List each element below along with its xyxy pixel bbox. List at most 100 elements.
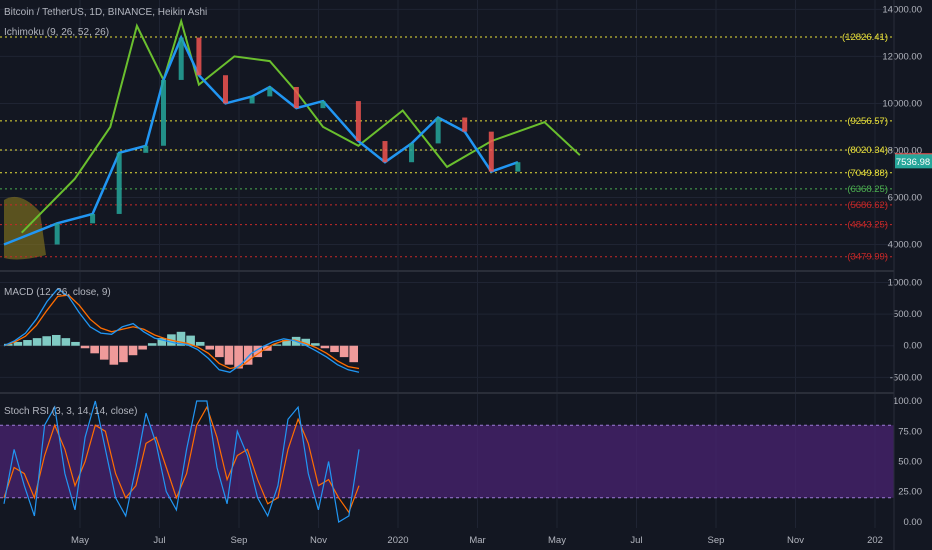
macd-histogram-bar (282, 340, 291, 346)
macd-histogram-bar (224, 345, 234, 365)
heikin-ashi-candle (293, 86, 299, 109)
fib-level-label: (7049.88) (847, 168, 888, 179)
macd-histogram-bar (330, 345, 339, 353)
time-tick-label: May (71, 535, 89, 546)
macd-histogram-bar (51, 334, 61, 346)
price-tick-label: 6000.00 (888, 192, 922, 203)
heikin-ashi-candle (178, 37, 184, 80)
fib-level-label: (8020.34) (847, 145, 888, 156)
stoch-tick-label: 75.00 (898, 426, 922, 437)
heikin-ashi-candle (196, 37, 202, 76)
heikin-ashi-candle (320, 101, 326, 109)
price-badge-label: 7536.98 (896, 157, 930, 168)
stoch-d-line (3, 405, 360, 514)
time-axis[interactable]: May Jul Sep Nov 2020 Mar May Jul Sep Nov 202 (71, 535, 883, 546)
fib-level-label: (5686.62) (847, 200, 888, 211)
macd-histogram-bar (90, 345, 99, 354)
macd-histogram-bar (272, 344, 282, 346)
macd-histogram-bar (176, 331, 186, 346)
macd-histogram-bar (71, 341, 80, 346)
fib-level-label: (9256.57) (847, 116, 888, 127)
time-tick-label: 202 (867, 535, 883, 546)
price-tick-label: 4000.00 (888, 239, 922, 250)
price-badge (895, 154, 932, 169)
macd-histogram-bar (253, 345, 263, 358)
macd-tick-label: 500.00 (893, 309, 922, 320)
time-tick-label: Jul (630, 535, 642, 546)
price-tick-label: 10000.00 (882, 98, 922, 109)
stoch-rsi-panel (0, 400, 894, 523)
heikin-ashi-candle (488, 131, 494, 172)
heikin-ashi-candle (90, 213, 96, 224)
macd-tick-label: 0.00 (904, 341, 923, 352)
stoch-tick-label: 50.00 (898, 457, 922, 468)
heikin-ashi-candle (409, 143, 415, 163)
time-tick-label: Jul (153, 535, 165, 546)
macd-histogram-bar (109, 345, 119, 365)
macd-tick-label: -500.00 (890, 372, 922, 383)
macd-histogram-bar (205, 345, 215, 350)
time-tick-label: Nov (787, 535, 804, 546)
macd-histogram-bar (42, 336, 51, 346)
macd-histogram-bar (195, 341, 205, 346)
macd-histogram-bar (349, 345, 358, 363)
macd-histogram-bar (138, 345, 147, 350)
ichimoku-line (20, 17, 581, 234)
heikin-ashi-candle (116, 152, 122, 214)
macd-histogram-bar (157, 338, 167, 346)
macd-histogram-bar (128, 345, 138, 356)
heikin-ashi-candle (143, 145, 149, 153)
macd-histogram-bar (186, 335, 195, 346)
macd-histogram-bar (339, 345, 349, 358)
macd-histogram-bar (147, 343, 157, 346)
price-line (3, 34, 519, 246)
fib-level-label: (3479.99) (847, 252, 888, 263)
time-tick-label: Nov (310, 535, 327, 546)
macd-legend[interactable]: MACD (12, 26, close, 9) (4, 287, 111, 298)
time-tick-label: Sep (231, 535, 248, 546)
heikin-ashi-candle (160, 79, 166, 146)
macd-tick-label: 1000.00 (888, 277, 922, 288)
macd-line (3, 287, 360, 373)
macd-histogram-bar (243, 345, 253, 365)
time-tick-label: 2020 (387, 535, 408, 546)
stoch-tick-label: 100.00 (893, 396, 922, 407)
stoch-k-line (3, 400, 360, 523)
macd-panel (3, 287, 360, 373)
stoch-tick-label: 25.00 (898, 487, 922, 498)
heikin-ashi-candle (249, 96, 255, 104)
stoch-rsi-legend[interactable]: Stoch RSI (3, 3, 14, 14, close) (4, 406, 138, 417)
macd-histogram-bar (32, 338, 42, 346)
macd-histogram-bar (13, 341, 23, 346)
symbol-title[interactable]: Bitcoin / TetherUS, 1D, BINANCE, Heikin … (4, 7, 208, 18)
price-tick-label: 14000.00 (882, 4, 922, 15)
fib-level-label: (4843.25) (847, 220, 888, 231)
price-tick-label: 12000.00 (882, 51, 922, 62)
signal-line (3, 294, 360, 370)
heikin-ashi-candle (54, 223, 60, 245)
stoch-band (0, 425, 894, 498)
macd-histogram-bar (119, 345, 128, 363)
macd-histogram-bar (80, 345, 90, 349)
heikin-ashi-candle (223, 75, 228, 104)
heikin-ashi-candle (515, 162, 521, 172)
macd-histogram-bar (23, 340, 32, 346)
macd-histogram-bar (215, 345, 224, 358)
heikin-ashi-candle (355, 101, 361, 142)
time-tick-label: Mar (469, 535, 485, 546)
fib-level-label: (6368.25) (847, 184, 888, 195)
price-series (3, 17, 581, 246)
time-tick-label: May (548, 535, 566, 546)
macd-histogram-bar (301, 338, 311, 346)
ichimoku-legend[interactable]: Ichimoku (9, 26, 52, 26) (4, 27, 110, 38)
heikin-ashi-candle (462, 117, 468, 132)
heikin-ashi-candle (435, 117, 441, 144)
macd-histogram-bar (234, 345, 243, 369)
price-tick-label: 8000.00 (888, 145, 922, 156)
price-axis[interactable]: 14000.00 12000.00 10000.00 8000.00 6000.00 40… (882, 4, 932, 528)
macd-histogram-bar (61, 338, 71, 346)
fib-level-label: (12826.41) (842, 32, 888, 43)
stoch-tick-label: 0.00 (904, 517, 923, 528)
macd-histogram-bar (320, 345, 330, 349)
